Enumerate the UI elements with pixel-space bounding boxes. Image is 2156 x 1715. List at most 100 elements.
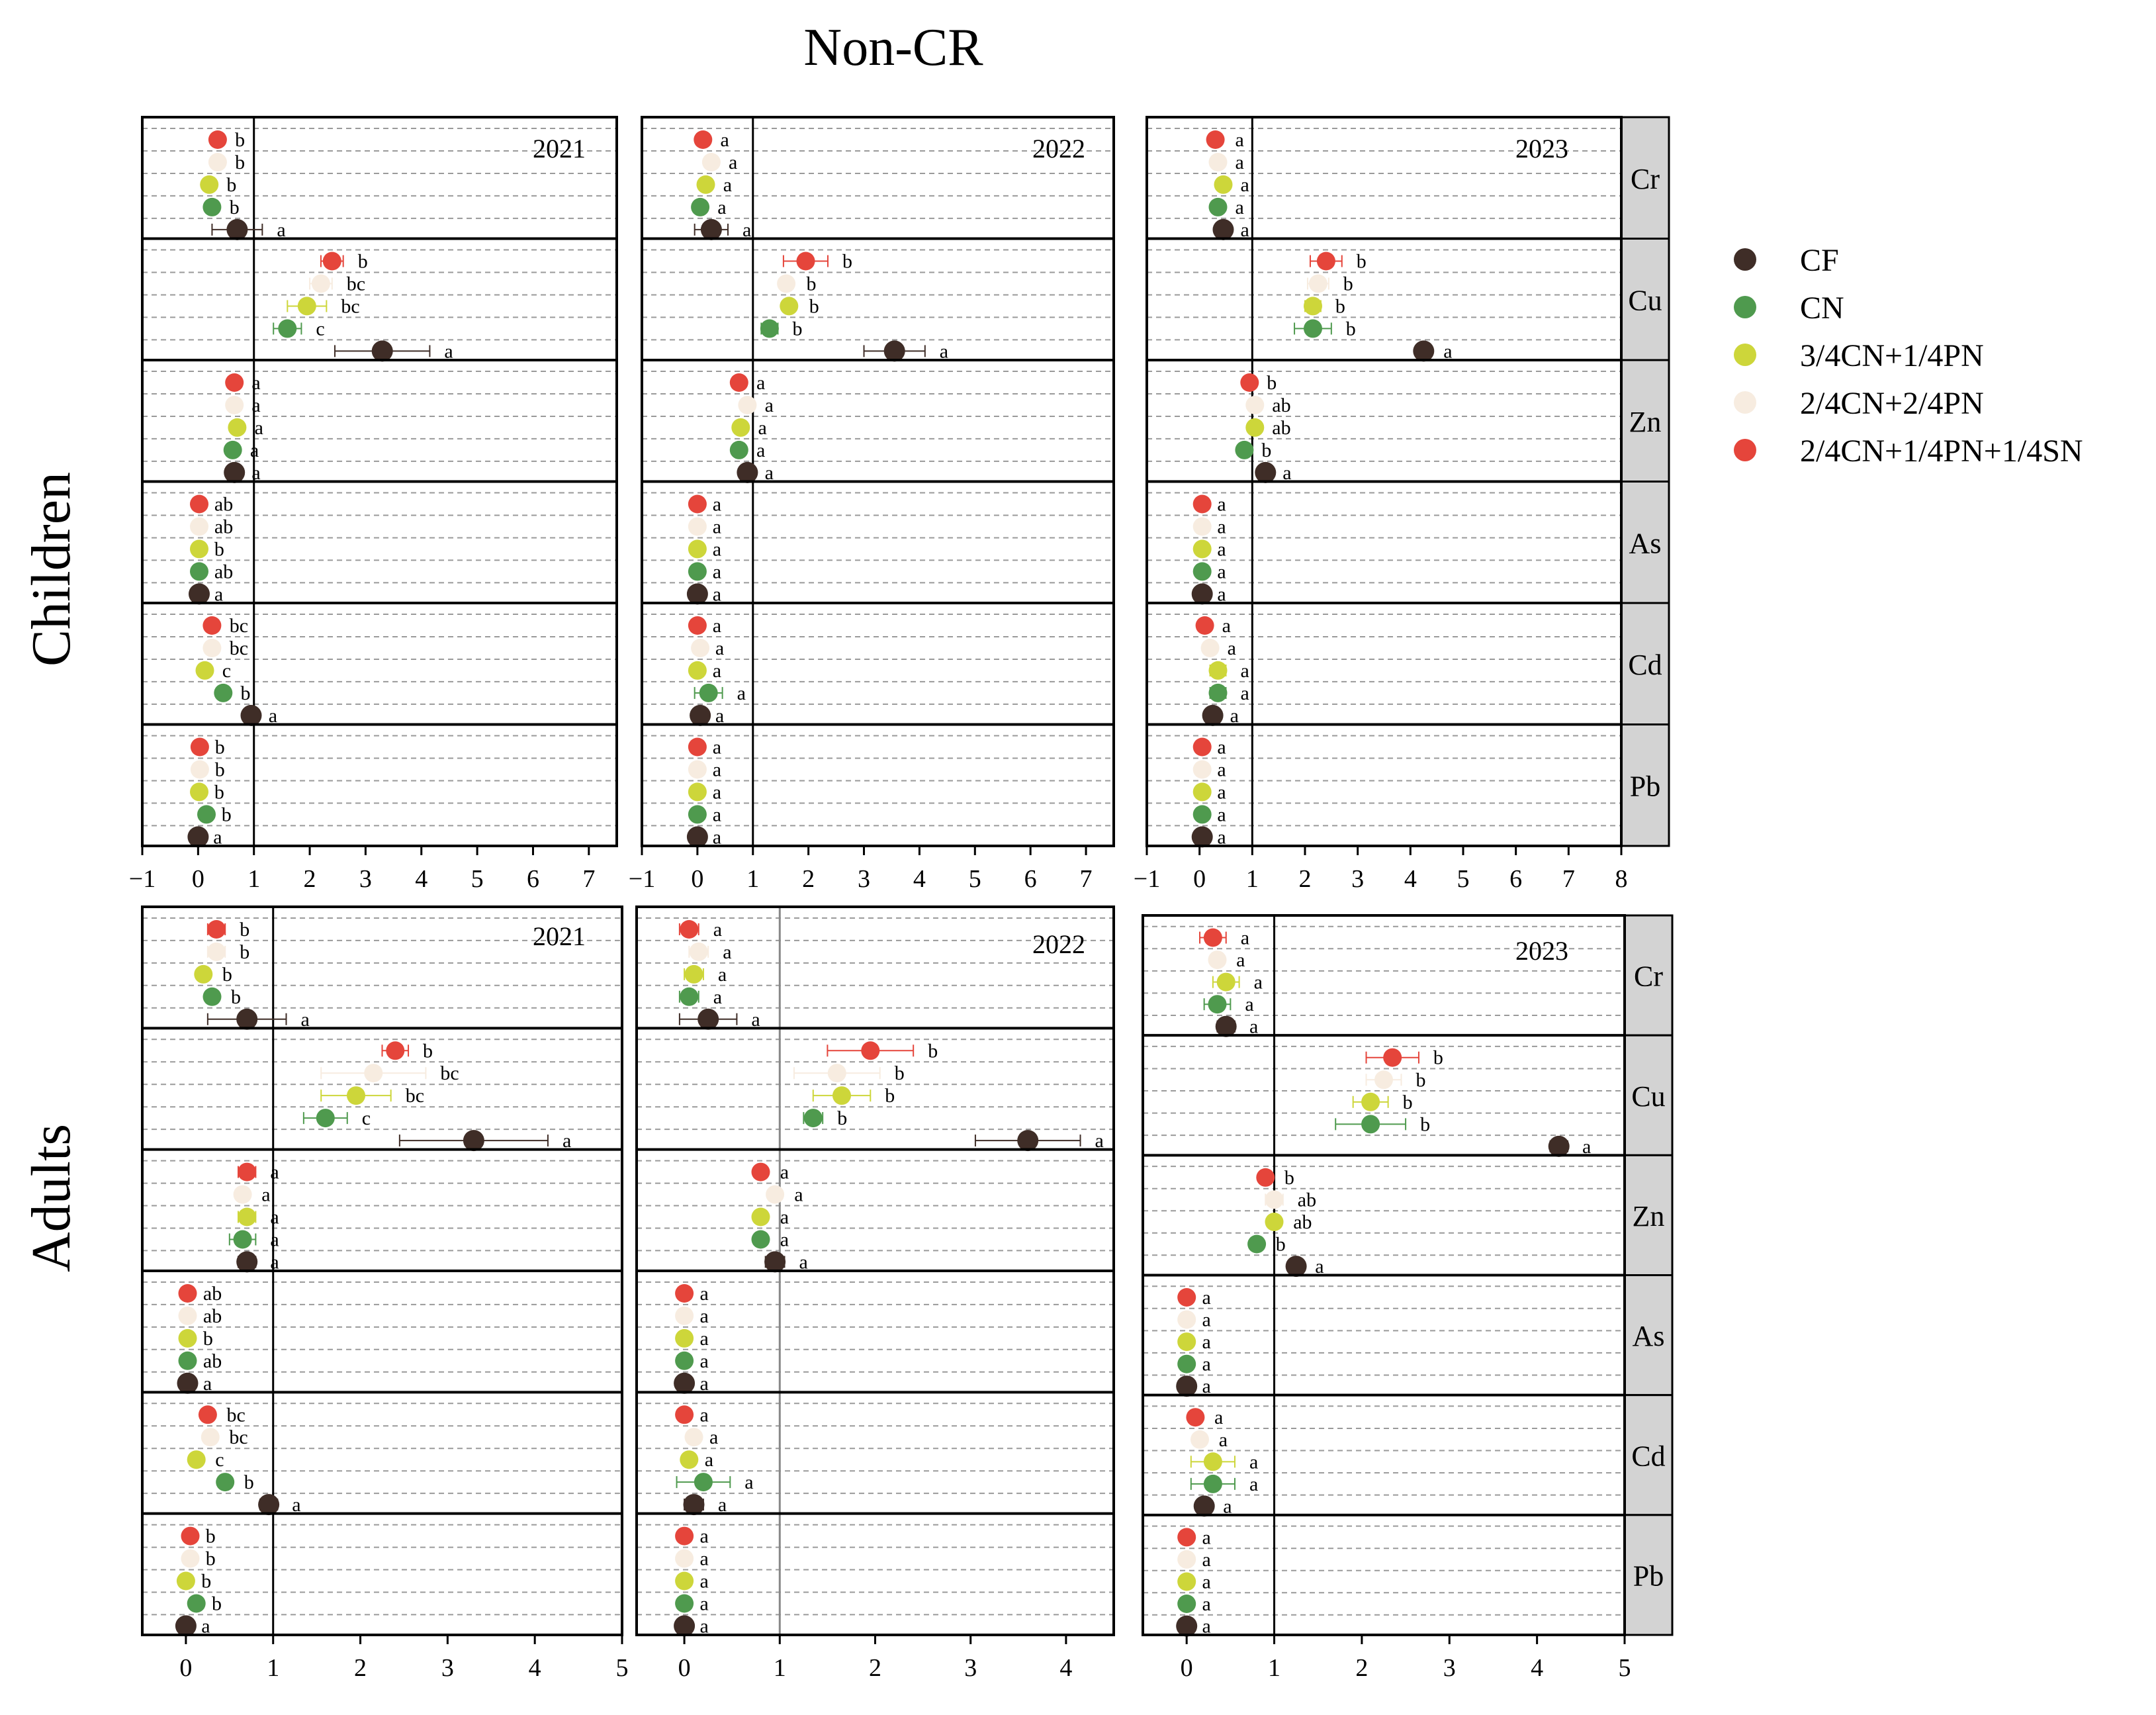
- point-2/4CN+1/4PN+1/4SN: [796, 252, 815, 271]
- sig-letter: a: [1202, 1375, 1211, 1397]
- sig-letter: b: [215, 737, 225, 759]
- sig-letter: b: [230, 197, 240, 218]
- sig-letter: bc: [440, 1062, 459, 1084]
- sig-letter: a: [1235, 152, 1244, 173]
- point-2/4CN+2/4PN: [675, 1306, 694, 1325]
- sig-letter: a: [251, 372, 260, 394]
- point-2/4CN+1/4PN+1/4SN: [729, 373, 748, 392]
- sig-letter: b: [842, 251, 852, 273]
- point-2/4CN+2/4PN: [777, 274, 796, 293]
- point-CF: [1017, 1130, 1039, 1152]
- point-CF: [1191, 826, 1213, 848]
- point-2/4CN+2/4PN: [364, 1064, 383, 1083]
- sig-letter: a: [270, 1229, 279, 1251]
- point-2/4CN+2/4PN: [1374, 1070, 1393, 1089]
- sig-letter: a: [723, 174, 732, 196]
- x-tick-label: 3: [964, 1654, 977, 1682]
- point-CN: [214, 683, 233, 702]
- sig-letter: a: [721, 129, 729, 151]
- strip-zn: [1620, 359, 1670, 483]
- x-tick-label: 3: [1351, 865, 1364, 893]
- sig-letter: ab: [203, 1305, 222, 1327]
- sig-letter: a: [255, 417, 263, 439]
- point-2/4CN+1/4PN+1/4SN: [675, 1526, 694, 1546]
- sig-letter: a: [713, 516, 721, 538]
- sig-letter: ab: [1272, 394, 1290, 416]
- point-2/4CN+1/4PN+1/4SN: [694, 130, 713, 149]
- sig-letter: a: [799, 1251, 808, 1273]
- point-2/4CN+1/4PN+1/4SN: [1186, 1408, 1205, 1427]
- point-CN: [1192, 805, 1212, 824]
- point-CF: [697, 1008, 719, 1030]
- sig-letter: a: [700, 1548, 709, 1570]
- legend-marker-3: [1734, 391, 1756, 414]
- sig-letter: a: [780, 1162, 789, 1183]
- point-2/4CN+2/4PN: [688, 517, 707, 536]
- sig-letter: a: [1241, 660, 1249, 682]
- metal-label-zn: Zn: [1629, 406, 1662, 438]
- point-CN: [1177, 1595, 1196, 1613]
- point-CF: [1285, 1256, 1307, 1277]
- sig-letter: a: [713, 759, 721, 781]
- sig-letter: a: [562, 1130, 571, 1152]
- x-tick-label: 0: [691, 865, 703, 893]
- sig-letter: b: [1284, 1167, 1294, 1189]
- point-2/4CN+2/4PN: [207, 942, 226, 961]
- sig-letter: b: [206, 1548, 216, 1570]
- point-2/4CN+2/4PN: [1177, 1310, 1196, 1329]
- sig-letter: a: [723, 941, 731, 963]
- panel-frame: [141, 905, 623, 1636]
- point-CN: [1208, 197, 1228, 216]
- sig-letter: b: [203, 1328, 213, 1350]
- point-3/4CN+1/4PN: [200, 175, 219, 194]
- point-3/4CN+1/4PN: [688, 782, 707, 802]
- sig-letter: a: [1202, 1526, 1211, 1548]
- sig-letter: b: [222, 804, 232, 825]
- sig-letter: c: [316, 318, 324, 340]
- sig-letter: b: [1335, 295, 1345, 317]
- point-CN: [675, 1351, 694, 1370]
- sig-letter: b: [240, 941, 249, 963]
- sig-letter: a: [700, 1350, 709, 1372]
- point-2/4CN+1/4PN+1/4SN: [1192, 737, 1212, 757]
- point-CN: [729, 440, 748, 459]
- point-2/4CN+2/4PN: [1245, 396, 1265, 414]
- panel-frame: [1142, 914, 1626, 1636]
- legend: CF CN 3/4CN+1/4PN 2/4CN+2/4PN 2/4CN+1/4PN+1/…: [1734, 243, 2083, 469]
- x-tick-label: −1: [629, 865, 655, 893]
- point-CN: [202, 987, 222, 1006]
- x-tick-label: 2: [354, 1654, 367, 1682]
- point-3/4CN+1/4PN: [1192, 782, 1212, 802]
- point-2/4CN+1/4PN+1/4SN: [1177, 1288, 1196, 1307]
- point-CF: [1255, 461, 1277, 483]
- sig-letter: a: [270, 1162, 279, 1183]
- sig-letter: a: [1241, 219, 1249, 241]
- sig-letter: a: [1222, 615, 1231, 637]
- point-CF: [224, 461, 246, 483]
- point-CN: [1177, 1354, 1196, 1373]
- sig-letter: bc: [341, 295, 359, 317]
- point-CN: [223, 440, 242, 459]
- sig-letter: a: [718, 964, 727, 986]
- sig-letter: a: [713, 986, 722, 1008]
- metal-label-zn: Zn: [1633, 1200, 1665, 1232]
- point-2/4CN+1/4PN+1/4SN: [207, 920, 226, 939]
- point-2/4CN+2/4PN: [827, 1064, 846, 1083]
- x-tick-label: 8: [1615, 865, 1628, 893]
- point-2/4CN+1/4PN+1/4SN: [688, 616, 707, 635]
- sig-letter: a: [1217, 538, 1226, 560]
- sig-letter: a: [700, 1305, 709, 1327]
- sig-letter: c: [222, 660, 231, 682]
- point-CN: [688, 805, 707, 824]
- point-CN: [751, 1230, 770, 1249]
- sig-letter: a: [700, 1571, 709, 1593]
- point-2/4CN+1/4PN+1/4SN: [861, 1041, 880, 1060]
- sig-letter: ab: [203, 1350, 222, 1372]
- sig-letter: a: [1315, 1256, 1324, 1277]
- point-CF: [1176, 1615, 1198, 1637]
- sig-letter: ab: [203, 1283, 222, 1305]
- metal-label-cu: Cu: [1628, 284, 1662, 316]
- x-tick-label: 6: [527, 865, 539, 893]
- sig-letter: a: [780, 1229, 789, 1251]
